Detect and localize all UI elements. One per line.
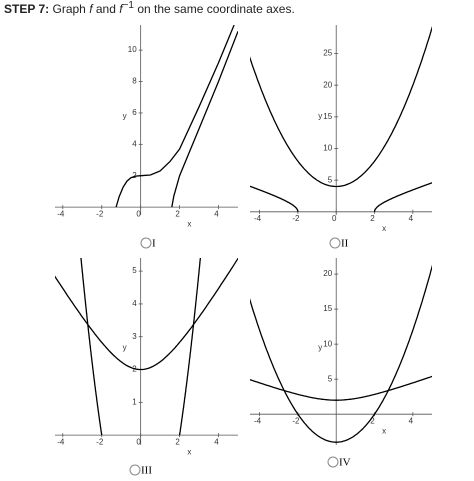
option-label[interactable]: IV — [339, 457, 351, 469]
curve — [171, 31, 238, 208]
text: Graph — [52, 2, 86, 16]
graph: -4 -2 0 2 4 2 4 6 8 10 x y — [55, 25, 238, 228]
y-tick-label: 4 — [132, 299, 137, 308]
x-tick-label: -2 — [96, 209, 104, 218]
curve — [115, 25, 235, 208]
y-tick-label: 2 — [132, 171, 137, 180]
y-axis-label: y — [318, 343, 322, 352]
y-tick-label: 5 — [328, 175, 333, 184]
x-tick-label: -2 — [292, 214, 300, 223]
x-tick-label: 2 — [175, 437, 180, 446]
option-label[interactable]: I — [152, 238, 156, 250]
curve — [250, 375, 432, 401]
y-tick-label: 1 — [132, 397, 137, 406]
y-tick-label: 10 — [128, 45, 137, 54]
x-axis-label: x — [382, 224, 386, 233]
y-tick-label: 20 — [323, 80, 332, 89]
x-tick-label: 0 — [332, 214, 337, 223]
x-axis-label: x — [187, 219, 191, 228]
y-tick-label: 8 — [132, 77, 137, 86]
radio-button[interactable] — [129, 464, 141, 476]
y-tick-label: 25 — [323, 49, 332, 58]
text: and — [95, 2, 116, 16]
step: STEP 7: — [4, 2, 50, 16]
radio-button[interactable] — [140, 237, 152, 249]
y-tick-label: 4 — [132, 139, 137, 148]
x-axis-label: x — [382, 426, 386, 435]
y-tick-label: 3 — [132, 332, 137, 341]
x-axis-label: x — [187, 447, 191, 456]
x-tick-label: -4 — [57, 209, 65, 218]
y-tick-label: 5 — [132, 266, 137, 275]
header: STEP 7: Graph f and f−1 on the same coor… — [4, 0, 295, 16]
radio-button[interactable] — [327, 456, 339, 468]
x-tick-label: 2 — [175, 209, 180, 218]
y-tick-label: 10 — [323, 144, 332, 153]
y-axis-label: y — [123, 111, 127, 120]
option-label[interactable]: II — [341, 238, 349, 250]
text: on the same coordinate axes. — [137, 2, 295, 16]
x-tick-label: -4 — [57, 437, 65, 446]
x-tick-label: 2 — [370, 214, 375, 223]
radio-button[interactable] — [329, 237, 341, 249]
curve — [55, 258, 238, 371]
x-tick-label: 0 — [136, 209, 141, 218]
option-label[interactable]: III — [141, 465, 152, 477]
y-tick-label: 10 — [323, 339, 332, 348]
x-tick-label: 4 — [214, 209, 219, 218]
y-axis-label: y — [318, 111, 322, 120]
x-tick-label: -4 — [254, 214, 262, 223]
y-axis-label: y — [123, 343, 127, 352]
curve — [373, 182, 432, 212]
curve — [178, 258, 202, 436]
curve — [250, 185, 299, 212]
x-tick-label: 0 — [136, 437, 141, 446]
curve — [250, 25, 432, 188]
x-tick-label: -2 — [96, 437, 104, 446]
f: f — [89, 2, 93, 16]
x-tick-label: -4 — [254, 416, 262, 425]
x-tick-label: 4 — [409, 416, 414, 425]
x-tick-label: 4 — [214, 437, 219, 446]
y-tick-label: 20 — [323, 269, 332, 278]
curve — [250, 264, 432, 443]
x-tick-label: 4 — [409, 214, 414, 223]
y-tick-label: 5 — [328, 374, 333, 383]
sup: −1 — [122, 0, 134, 11]
curve — [80, 258, 103, 436]
y-tick-label: 15 — [323, 112, 332, 121]
y-tick-label: 15 — [323, 304, 332, 313]
x-tick-label: -2 — [292, 416, 300, 425]
graph: -4 -2 2 4 5 10 15 20 x y — [250, 258, 432, 445]
x-tick-label: 2 — [370, 416, 375, 425]
graph: -4 -2 0 2 4 5 10 15 20 25 x y — [250, 25, 432, 233]
y-tick-label: 6 — [132, 108, 137, 117]
f: f — [119, 2, 123, 16]
